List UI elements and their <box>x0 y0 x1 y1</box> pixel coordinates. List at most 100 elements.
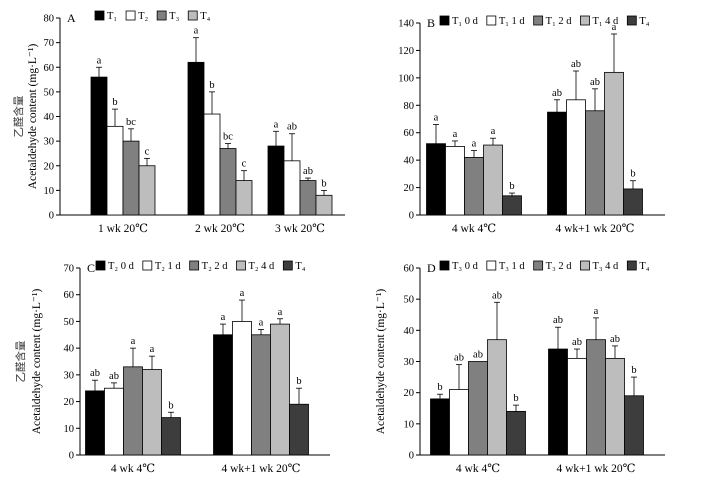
legend-label: T₂ 4 d <box>248 261 275 272</box>
bar <box>219 148 237 216</box>
y-axis-label: Acetaldehyde content (mg·L⁻¹) <box>375 289 387 435</box>
legend-label: T₃ 2 d <box>546 261 573 272</box>
significance-letter: ab <box>454 353 464 364</box>
significance-letter: b <box>209 80 214 91</box>
significance-letter: ab <box>572 337 582 348</box>
y-tick-label: 60 <box>64 290 75 301</box>
bar <box>449 389 469 456</box>
x-category-label: 2 wk 20℃ <box>195 223 245 235</box>
y-tick-label: 10 <box>44 186 55 197</box>
bar <box>235 180 253 216</box>
bar <box>289 403 309 456</box>
bar <box>267 145 285 216</box>
x-category-label: 4 wk 4℃ <box>452 223 496 235</box>
bar <box>251 334 271 456</box>
bar <box>464 156 484 216</box>
y-tick-label: 20 <box>404 183 415 194</box>
bar <box>123 366 143 456</box>
legend-swatch <box>95 260 106 271</box>
bar <box>299 180 317 216</box>
y-axis-label-chinese: 乙醛含量 <box>14 340 27 382</box>
legend-label: T₃ 0 d <box>452 261 479 272</box>
bar <box>506 410 526 456</box>
legend-swatch <box>533 260 544 271</box>
legend-swatch <box>189 260 200 271</box>
significance-letter: a <box>453 129 458 140</box>
significance-letter: b <box>509 181 514 192</box>
legend-label: T₃ <box>169 11 179 22</box>
significance-letter: ab <box>473 350 483 361</box>
y-axis-label: Acetaldehyde content (mg·L⁻¹) <box>31 289 43 435</box>
significance-letter: a <box>221 312 226 323</box>
y-tick-label: 50 <box>44 87 55 98</box>
significance-letter: a <box>278 307 283 318</box>
bar <box>548 348 568 456</box>
legend-swatch <box>626 260 637 271</box>
bar <box>487 339 507 456</box>
y-tick-label: 30 <box>44 137 55 148</box>
y-tick-label: 20 <box>44 161 55 172</box>
significance-letter: b <box>112 97 117 108</box>
y-tick-label: 40 <box>404 326 415 337</box>
significance-letter: b <box>168 400 173 411</box>
legend-label: T₄ <box>639 261 649 272</box>
legend-label: T₄ <box>200 11 210 22</box>
legend-swatch <box>486 260 497 271</box>
bar <box>585 110 605 216</box>
bar <box>430 398 450 456</box>
significance-letter: a <box>194 26 199 37</box>
y-tick-label: 40 <box>44 112 55 123</box>
bar <box>85 390 105 456</box>
y-tick-label: 50 <box>64 317 75 328</box>
bar <box>104 387 124 456</box>
legend-swatch <box>142 260 153 271</box>
panel-label: D <box>427 261 436 275</box>
significance-letter: b <box>513 393 518 404</box>
significance-letter: a <box>150 344 155 355</box>
bar <box>566 99 586 216</box>
legend-label: T₃ 4 d <box>592 261 619 272</box>
y-tick-label: 60 <box>404 128 415 139</box>
legend-label: T₃ 1 d <box>499 261 526 272</box>
legend-label: T₁ 1 d <box>499 16 526 27</box>
significance-letter: ab <box>590 77 600 88</box>
panel-label: C <box>87 261 95 275</box>
chart-panel-d: 0 10 20 30 40 50 60 Acetaldehyde content (mg·L⁻… <box>375 260 665 475</box>
bar <box>283 160 301 216</box>
bar <box>213 334 233 456</box>
y-axis-label: Acetaldehyde content (mg·L⁻¹) <box>27 44 39 190</box>
legend-label: T₂ <box>138 11 148 22</box>
significance-letter: a <box>97 55 102 66</box>
x-category-label: 4 wk+1 wk 20℃ <box>555 223 634 235</box>
bar <box>604 71 624 216</box>
bar <box>468 361 488 456</box>
legend-label: T₁ 0 d <box>452 16 479 27</box>
y-tick-label: 0 <box>409 211 414 222</box>
y-tick-label: 0 <box>409 451 414 462</box>
y-tick-label: 70 <box>44 38 55 49</box>
panel-label: A <box>67 11 76 25</box>
legend-label: T₁ <box>107 11 117 22</box>
significance-letter: ab <box>610 334 620 345</box>
significance-letter: ab <box>287 122 297 133</box>
significance-letter: a <box>594 306 599 317</box>
y-tick-label: 30 <box>404 357 415 368</box>
legend-label: T₁ 4 d <box>592 16 619 27</box>
x-category-label: 4 wk+1 wk 20℃ <box>221 463 300 475</box>
panel-label: B <box>427 16 435 30</box>
significance-letter: a <box>259 317 264 328</box>
significance-letter: b <box>630 169 635 180</box>
significance-letter: a <box>472 139 477 150</box>
y-tick-label: 50 <box>404 295 415 306</box>
bar <box>122 140 140 216</box>
legend-swatch <box>580 260 590 271</box>
bar <box>315 194 333 216</box>
bar <box>142 369 162 456</box>
bar <box>232 321 252 456</box>
significance-letter: a <box>612 22 617 33</box>
significance-letter: ab <box>571 59 581 70</box>
significance-letter: b <box>296 376 301 387</box>
y-tick-label: 80 <box>404 101 415 112</box>
y-tick-label: 120 <box>398 46 414 57</box>
